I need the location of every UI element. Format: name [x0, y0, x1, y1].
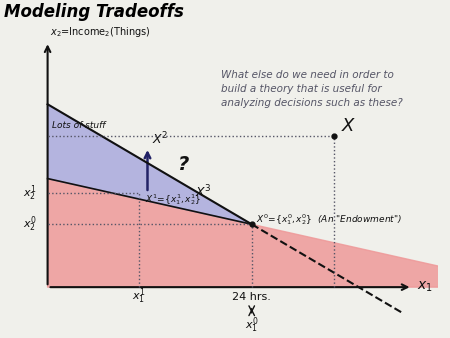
Text: $x_1$: $x_1$: [417, 280, 432, 294]
Text: $X$: $X$: [341, 117, 356, 136]
Text: Lots of stuff: Lots of stuff: [52, 121, 105, 130]
Text: $X^0\!=\!\{x_1^0,x_2^0\}$  (An "Endowment"): $X^0\!=\!\{x_1^0,x_2^0\}$ (An "Endowment…: [256, 212, 402, 227]
Text: $x_2^1$: $x_2^1$: [23, 183, 37, 203]
Text: 24 hrs.: 24 hrs.: [232, 292, 271, 302]
Text: What else do we need in order to
build a theory that is useful for
analyzing dec: What else do we need in order to build a…: [221, 70, 403, 108]
Text: Modeling Tradeoffs: Modeling Tradeoffs: [4, 3, 184, 21]
Text: $X^2$: $X^2$: [152, 131, 168, 147]
Text: $x_1^0$: $x_1^0$: [245, 315, 259, 335]
Polygon shape: [48, 104, 252, 224]
Polygon shape: [48, 178, 450, 287]
Text: $X^3$: $X^3$: [195, 184, 212, 200]
Text: $x_1^1$: $x_1^1$: [132, 287, 146, 307]
Text: $X^1\!=\!\{x_1^1,x_2^1\}$: $X^1\!=\!\{x_1^1,x_2^1\}$: [145, 192, 202, 207]
Text: $x_2$=Income$_2$(Things): $x_2$=Income$_2$(Things): [50, 25, 150, 39]
Text: $x_2^0$: $x_2^0$: [23, 215, 37, 234]
Text: ?: ?: [178, 155, 189, 174]
